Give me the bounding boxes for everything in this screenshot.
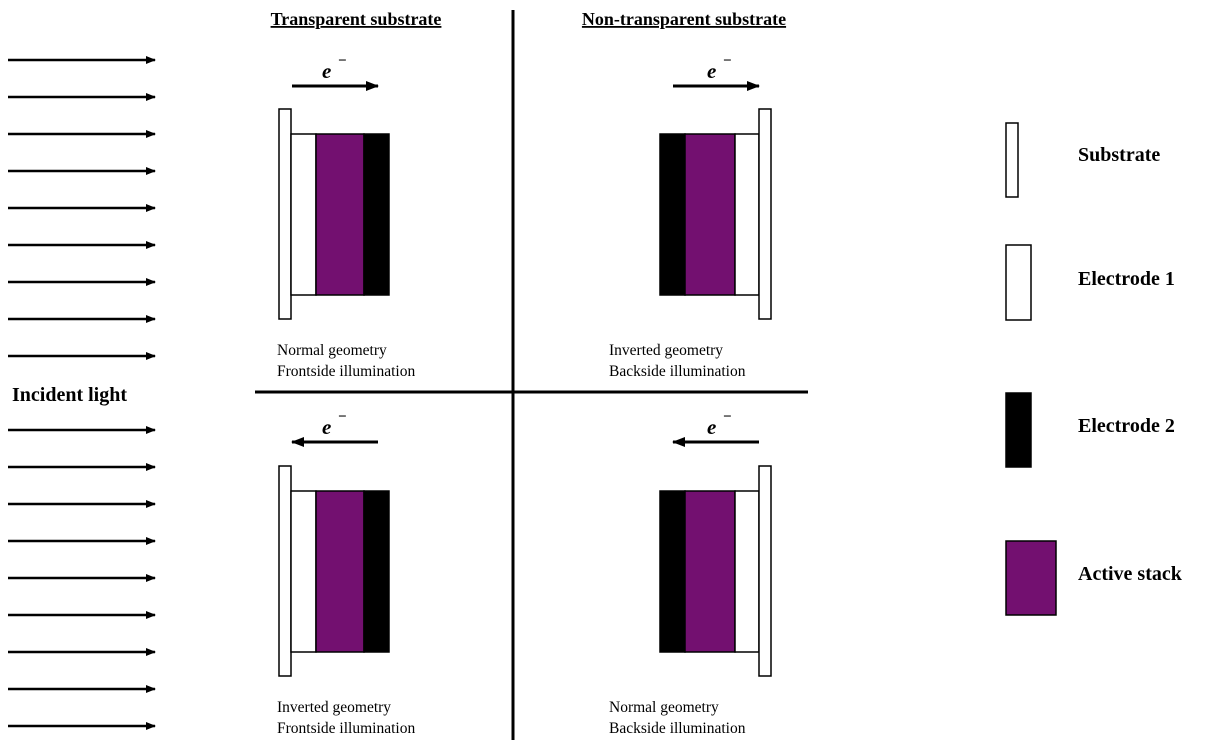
caption-geometry: Inverted geometry [277,699,391,716]
active-stack-layer [684,490,736,653]
electrode1-layer [290,490,317,653]
active-stack-layer [315,133,365,296]
legend-swatch-electrode2 [1005,392,1032,468]
electrode2-layer [659,490,686,653]
legend-label-active-stack: Active stack [1078,563,1183,585]
electron-flow-left: e − [672,409,759,447]
legend-item-electrode1: Electrode 1 [1005,244,1175,321]
legend-label-electrode2: Electrode 2 [1078,415,1175,437]
legend: Substrate Electrode 1 Electrode 2 Active… [1005,122,1183,616]
electron-charge: − [723,53,732,69]
incident-light-label: Incident light [12,384,127,406]
substrate-layer [278,108,292,320]
electrode1-layer [734,133,760,296]
header-transparent-substrate: Transparent substrate [271,9,442,29]
electrode2-layer [363,133,390,296]
electron-symbol: e [707,59,716,83]
electrode2-layer [363,490,390,653]
substrate-layer [278,465,292,677]
electron-flow-right: e − [673,53,760,91]
electron-charge: − [338,409,347,425]
caption-geometry: Normal geometry [609,699,719,716]
incident-light-arrows-bottom [8,426,156,730]
substrate-layer [758,108,772,320]
caption-illumination: Backside illumination [609,363,746,380]
electron-flow-right: e − [292,53,379,91]
electron-symbol: e [322,415,331,439]
legend-item-substrate: Substrate [1005,122,1160,198]
legend-label-electrode1: Electrode 1 [1078,268,1175,290]
legend-label-substrate: Substrate [1078,144,1160,166]
legend-swatch-electrode1 [1005,244,1032,321]
electrode1-layer [290,133,317,296]
electron-symbol: e [322,59,331,83]
legend-swatch-active-stack [1005,540,1057,616]
device-stack [659,108,772,320]
header-non-transparent-substrate: Non-transparent substrate [582,9,786,29]
panel-bottom-left: e − Inverted geometry Frontside illumina… [277,409,415,737]
legend-item-active-stack: Active stack [1005,540,1183,616]
incident-light-arrows-top [8,56,156,360]
active-stack-layer [315,490,365,653]
device-stack [659,465,772,677]
caption-geometry: Inverted geometry [609,342,723,359]
active-stack-layer [684,133,736,296]
electron-charge: − [723,409,732,425]
caption-illumination: Frontside illumination [277,363,415,380]
panel-bottom-right: e − Normal geometry Backside illuminatio… [609,409,772,737]
panel-top-right: e − Inverted geometry Backside illuminat… [609,53,772,380]
caption-illumination: Backside illumination [609,720,746,737]
panel-top-left: e − Normal geometry Frontside illuminati… [277,53,415,380]
electrode2-layer [659,133,686,296]
electron-charge: − [338,53,347,69]
electrode1-layer [734,490,760,653]
legend-item-electrode2: Electrode 2 [1005,392,1175,468]
device-stack [278,108,390,320]
electron-flow-left: e − [291,409,378,447]
legend-swatch-substrate [1005,122,1019,198]
device-stack [278,465,390,677]
substrate-layer [758,465,772,677]
caption-geometry: Normal geometry [277,342,387,359]
caption-illumination: Frontside illumination [277,720,415,737]
electron-symbol: e [707,415,716,439]
